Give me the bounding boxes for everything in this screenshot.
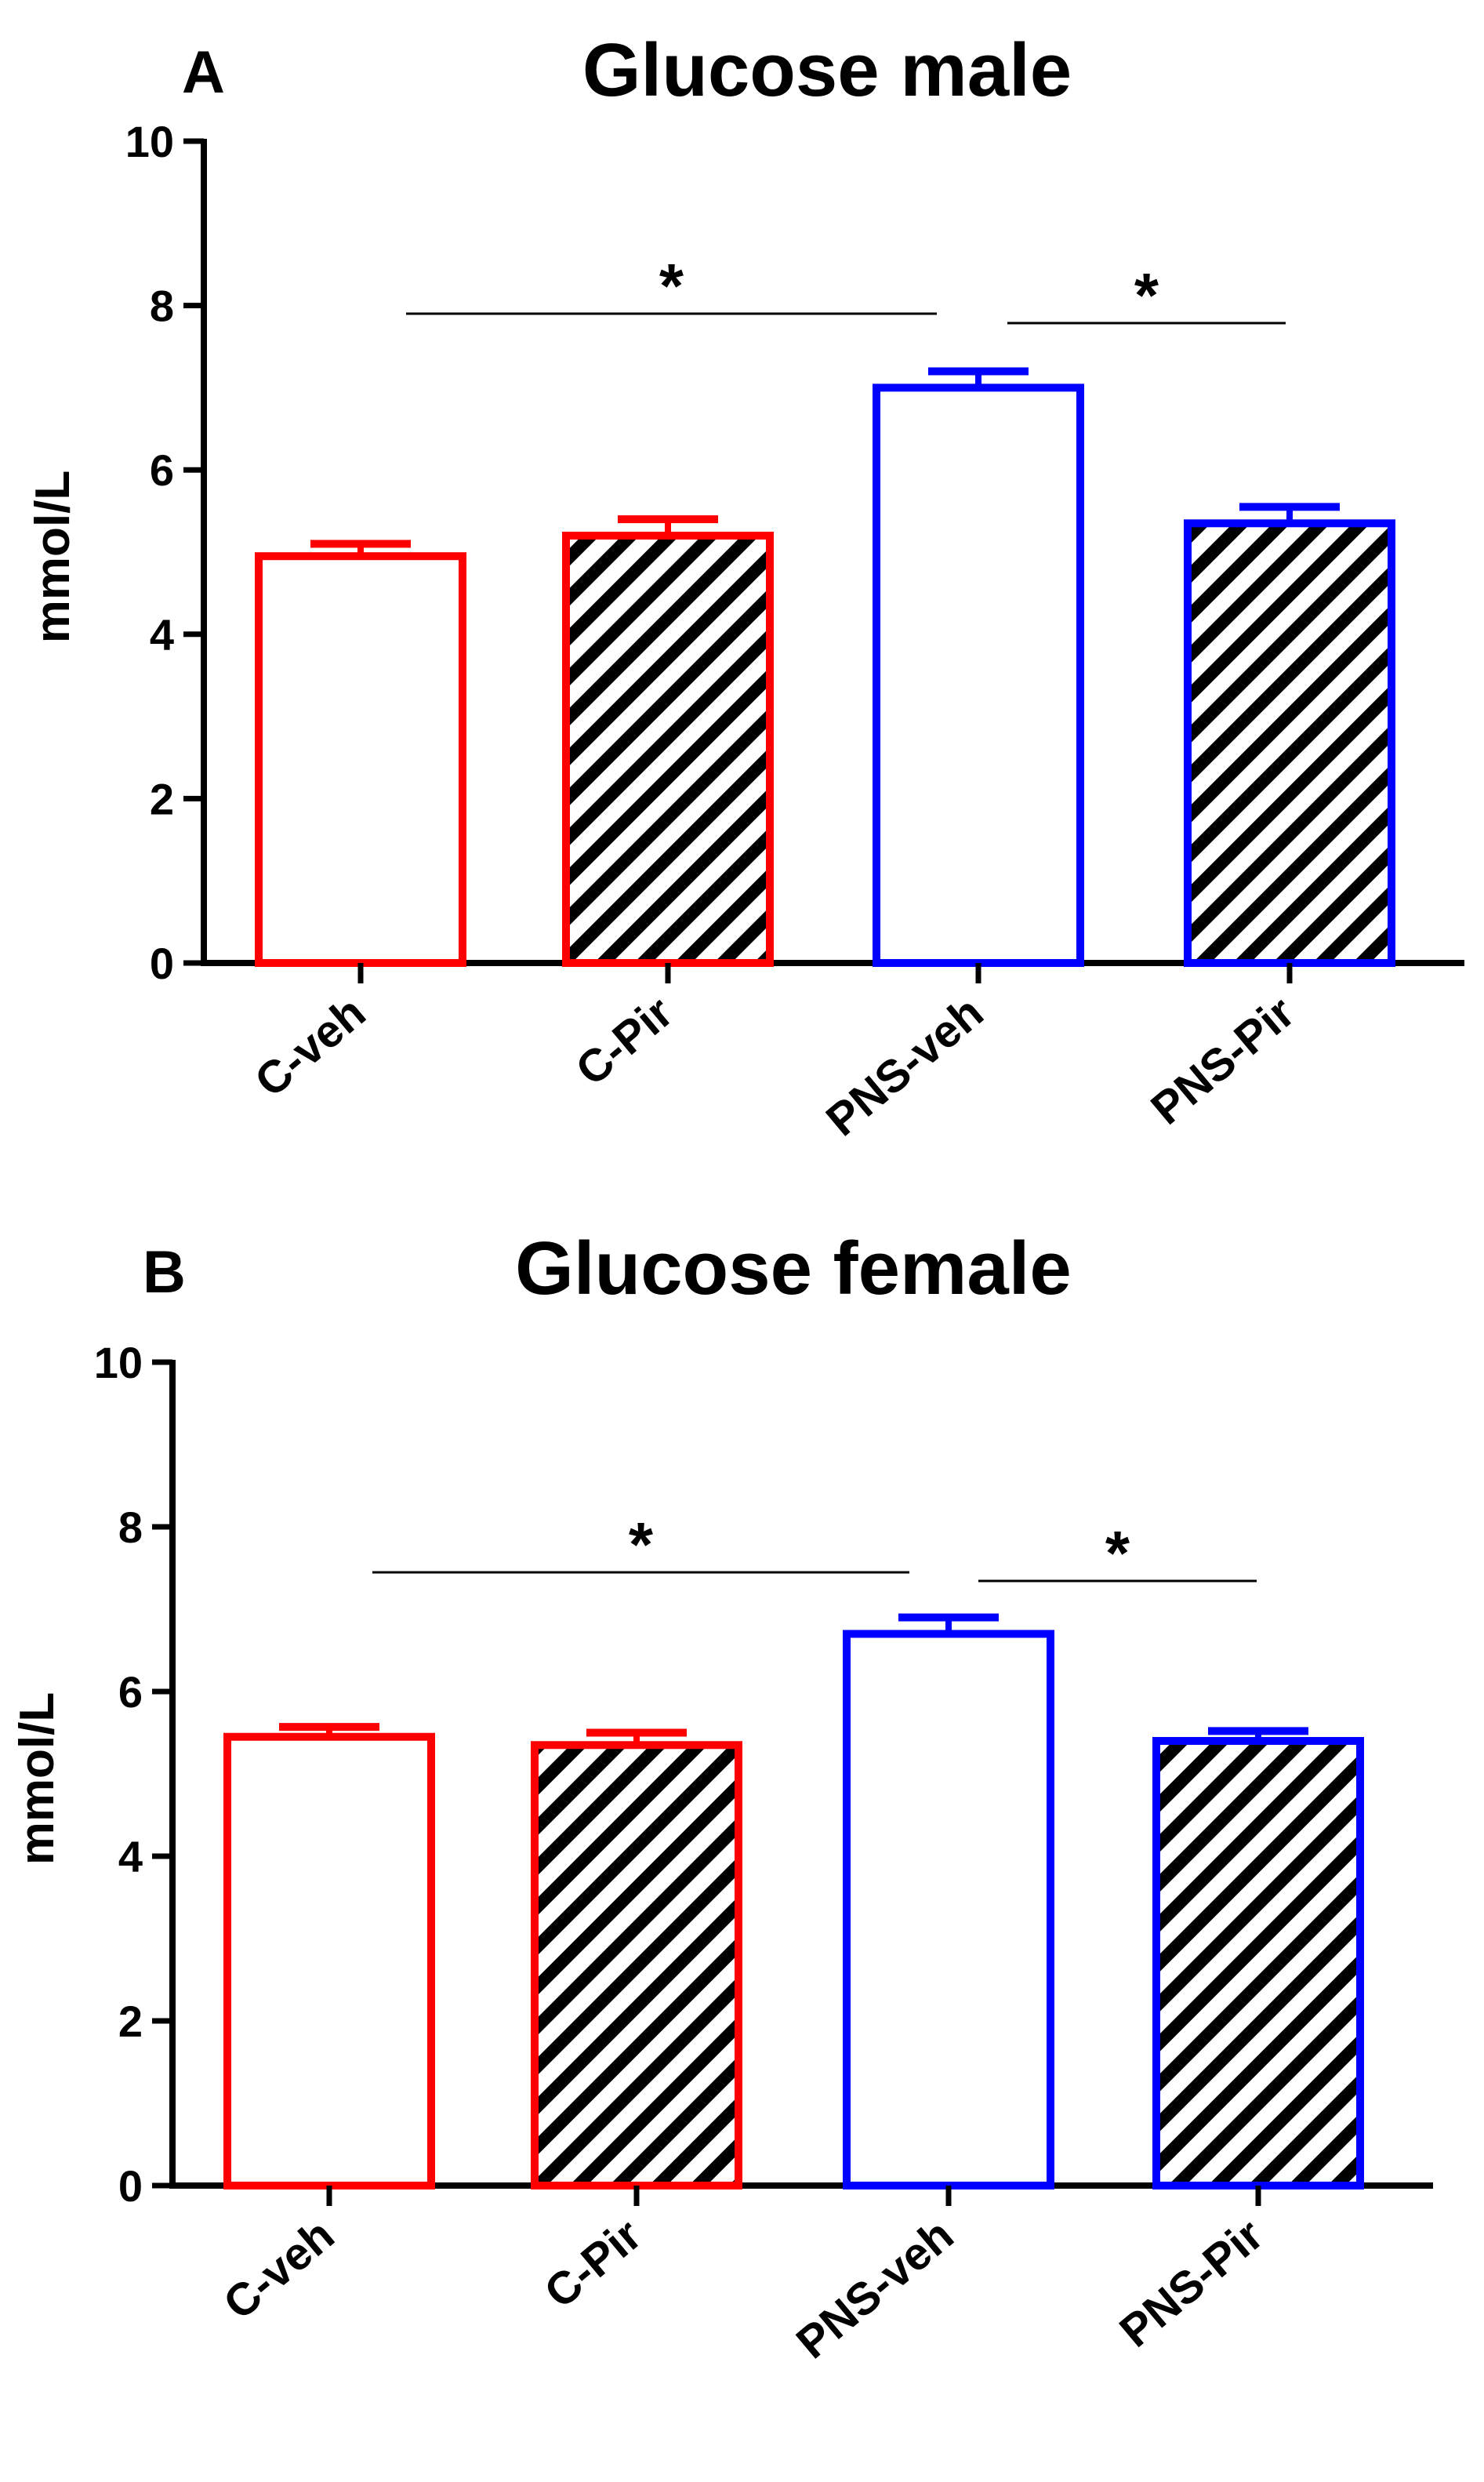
- x-tick-label: PNS-Pir: [1141, 987, 1304, 1135]
- panel-b: B Glucose female mmol/L 0 2 4 6 8 10 C-veh C-Pi…: [10, 1226, 1433, 2368]
- significance-star: *: [1105, 1518, 1130, 1588]
- x-tick-label: PNS-veh: [817, 987, 992, 1146]
- bar-pns-pir: [1184, 519, 1395, 967]
- panel-letter: A: [182, 39, 225, 106]
- bar-pns-veh: [843, 1630, 1054, 2189]
- y-tick-label: 4: [150, 610, 174, 660]
- x-tick-label: C-veh: [214, 2209, 343, 2329]
- bar-pns-veh: [873, 383, 1084, 967]
- y-tick-label: 2: [118, 1997, 143, 2046]
- chart-title: Glucose female: [515, 1226, 1072, 1310]
- significance-star: *: [659, 251, 684, 321]
- x-tick-label: PNS-veh: [787, 2209, 963, 2368]
- bar-pns-pir: [1152, 1737, 1364, 2189]
- significance-star: *: [1134, 260, 1159, 330]
- y-tick-label: 8: [118, 1503, 143, 1552]
- y-tick-label: 0: [118, 2161, 143, 2211]
- significance-star: *: [629, 1510, 654, 1579]
- y-tick-label: 8: [150, 282, 174, 331]
- panel-letter: B: [143, 1239, 186, 1306]
- y-axis-label: mmol/L: [10, 1692, 64, 1865]
- y-tick-label: 2: [150, 774, 174, 823]
- y-tick-label: 6: [150, 445, 174, 495]
- x-tick-label: C-Pir: [566, 987, 682, 1096]
- bar-c-pir: [531, 1741, 742, 2189]
- bar-c-pir: [562, 532, 774, 967]
- y-tick-label: 4: [118, 1832, 143, 1881]
- y-axis-label: mmol/L: [26, 471, 80, 643]
- chart-title: Glucose male: [582, 28, 1072, 112]
- bar-c-veh: [255, 552, 466, 967]
- panel-a: A Glucose male mmol/L 0 2 4 6 8 10 C-veh C-Pir P…: [26, 28, 1464, 1146]
- y-tick-label: 6: [118, 1667, 143, 1717]
- y-tick-label: 10: [125, 117, 174, 166]
- y-tick-label: 10: [94, 1338, 143, 1387]
- x-tick-label: C-Pir: [535, 2209, 651, 2318]
- x-tick-label: PNS-Pir: [1110, 2209, 1272, 2357]
- x-tick-label: C-veh: [245, 987, 375, 1107]
- y-tick-label: 0: [150, 939, 174, 988]
- bar-c-veh: [223, 1732, 435, 2189]
